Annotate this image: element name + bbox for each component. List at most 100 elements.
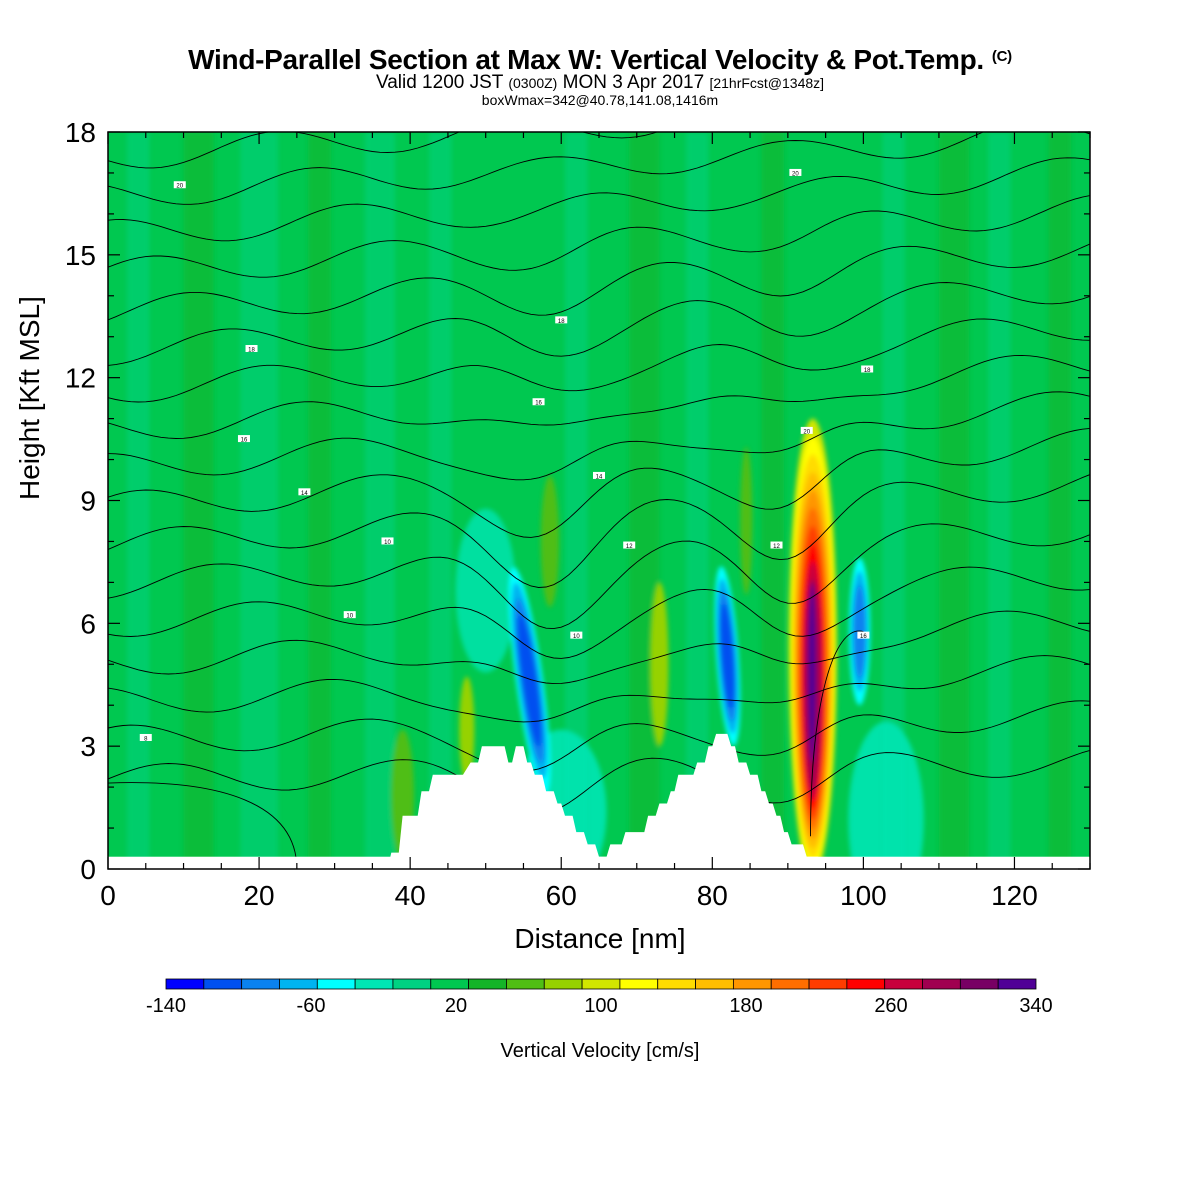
weak-updraft-region [650, 582, 669, 747]
theta-contour [108, 655, 1090, 723]
chart-title-text: Wind-Parallel Section at Max W: Vertical… [188, 44, 984, 75]
contour-label-box [343, 611, 356, 619]
theta-contour [108, 700, 1090, 772]
theta-contour [108, 474, 1090, 588]
y-tick-label: 0 [80, 854, 96, 885]
forecast-info: [21hrFcst@1348z] [709, 75, 825, 91]
velocity-streak [761, 132, 785, 869]
x-tick-label: 60 [546, 880, 577, 911]
colorbar-swatch [468, 978, 507, 990]
y-tick-label: 15 [65, 240, 96, 271]
colorbar-swatch [695, 978, 734, 990]
colorbar-label: Vertical Velocity [cm/s] [501, 1040, 700, 1062]
velocity-streak [882, 132, 905, 869]
velocity-streak [308, 132, 331, 869]
colorbar-swatch [392, 978, 432, 990]
velocity-streak [988, 132, 1011, 869]
colorbar-swatch [770, 978, 810, 990]
theta-contour [108, 523, 1090, 630]
contour-label-text: 20 [176, 184, 183, 190]
theta-contour [108, 243, 1090, 321]
y-axis-label: Height [Kft MSL] [14, 296, 45, 500]
colorbar-swatch [430, 978, 470, 990]
contour-label-text: 18 [864, 368, 871, 374]
contour-label-text: 20 [792, 171, 799, 177]
updraft-peak [808, 582, 816, 763]
x-tick-label: 100 [840, 880, 887, 911]
theta-contour-label: 8 [139, 733, 152, 742]
contour-label-box [173, 181, 186, 189]
colorbar-swatch [959, 978, 999, 990]
contour-label-box [800, 426, 813, 434]
theta-contour-label: 16 [532, 398, 545, 407]
contour-label-text: 14 [301, 491, 308, 497]
contour-label-box [139, 733, 152, 741]
theta-contour [108, 132, 1090, 205]
theta-contour [108, 749, 1090, 815]
theta-contour-label: 12 [623, 541, 636, 550]
y-tick-label: 12 [65, 363, 96, 394]
copyright-mark: (C) [991, 48, 1012, 65]
theta-contour [108, 282, 1090, 366]
y-tick-label: 9 [80, 486, 96, 517]
theta-contour [108, 157, 1090, 242]
y-tick-label: 6 [80, 608, 96, 639]
colorbar-swatch [241, 978, 280, 990]
contour-label-box [861, 365, 874, 373]
theta-contour [108, 782, 298, 869]
contour-label-box [570, 631, 583, 639]
contour-label-text: 8 [144, 736, 148, 742]
contour-label-text: 16 [535, 401, 542, 407]
velocity-streak [685, 132, 709, 869]
theta-contour-label: 18 [555, 316, 568, 325]
colorbar-swatch [279, 978, 318, 990]
colorbar-swatch [506, 978, 545, 990]
theta-contour-label: 12 [770, 541, 783, 550]
contour-label-box [532, 398, 545, 406]
utc-time: (0300Z) [508, 75, 558, 91]
contour-label-text: 18 [248, 348, 255, 354]
contour-label-box [298, 488, 311, 496]
colorbar-tick-label: 260 [874, 995, 907, 1017]
x-tick-label: 40 [395, 880, 426, 911]
theta-contour [108, 195, 1090, 278]
downdraft-band [853, 584, 866, 679]
downdraft-band [720, 603, 735, 709]
velocity-streak [429, 132, 452, 869]
x-tick-label: 80 [697, 880, 728, 911]
theta-contour-label: 10 [381, 537, 394, 546]
colorbar-swatch [316, 978, 356, 990]
colorbar-tick-label: -140 [146, 995, 186, 1017]
valid-date: MON 3 Apr 2017 [562, 72, 705, 93]
colorbar-swatch [165, 978, 205, 990]
contour-label-box [237, 435, 250, 443]
contour-label-box [593, 471, 605, 479]
colorbar-swatch [846, 978, 886, 990]
contour-label-box [770, 541, 783, 549]
theta-contour-label: 16 [237, 435, 250, 444]
colorbar-swatch [354, 978, 394, 990]
theta-contour-label: 10 [343, 611, 356, 620]
colorbar-swatch [997, 978, 1037, 990]
colorbar-tick-label: 340 [1019, 995, 1052, 1017]
contour-label-text: 20 [803, 429, 810, 435]
theta-contour-label: 20 [789, 168, 802, 177]
weak-downdraft-region [455, 508, 516, 673]
theta-contour-label: 20 [800, 426, 813, 435]
colorbar-swatch [657, 978, 696, 990]
chart-subtitle: Valid 1200 JST (0300Z) MON 3 Apr 2017 [2… [0, 72, 1200, 94]
colorbar-tick-label: 180 [729, 995, 762, 1017]
weak-updraft-region [540, 475, 559, 607]
contour-label-box [623, 541, 636, 549]
theta-contour [108, 12, 1090, 90]
theta-contour [108, 427, 1090, 538]
theta-contour-label: 14 [593, 471, 605, 480]
x-tick-label: 20 [243, 880, 274, 911]
theta-contour-label: 14 [298, 488, 311, 497]
contour-label-text: 10 [384, 540, 391, 546]
contour-label-text: 14 [596, 474, 603, 480]
theta-contour [108, 610, 1090, 685]
contour-label-text: 18 [558, 319, 565, 325]
box-wmax-line: boxWmax=342@40.78,141.08,1416m [481, 92, 719, 108]
colorbar-swatch [922, 978, 961, 990]
